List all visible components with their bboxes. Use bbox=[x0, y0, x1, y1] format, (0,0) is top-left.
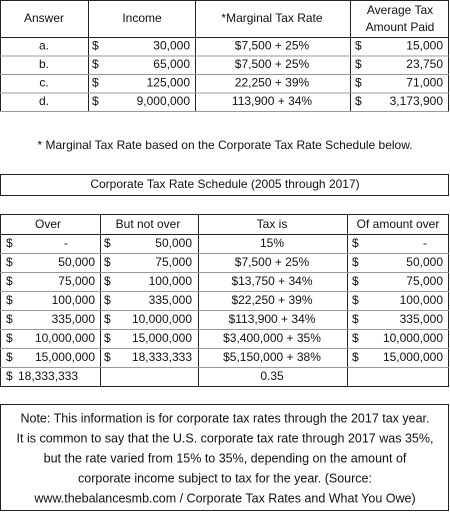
rate-cell: 113,900 + 34% bbox=[232, 94, 313, 108]
header-cell: Answer bbox=[24, 11, 64, 25]
over-cell: 15,000,000 bbox=[35, 350, 95, 364]
currency-sign: $ bbox=[355, 76, 362, 90]
rate-cell: 22,250 + 39% bbox=[235, 76, 310, 90]
currency-sign: $ bbox=[6, 236, 13, 250]
currency-sign: $ bbox=[6, 255, 13, 269]
currency-sign: $ bbox=[104, 331, 111, 345]
currency-sign: $ bbox=[92, 57, 99, 71]
but-not-over-cell: 335,000 bbox=[149, 293, 193, 307]
of-amount-over-cell: 75,000 bbox=[406, 274, 443, 288]
header-cell: Over bbox=[35, 217, 61, 231]
over-cell: 10,000,000 bbox=[35, 331, 95, 345]
note-line: It is common to say that the U.S. corpor… bbox=[17, 431, 434, 445]
currency-sign: $ bbox=[6, 350, 13, 364]
tax-is-cell: $113,900 + 34% bbox=[229, 312, 316, 326]
income-cell: 65,000 bbox=[153, 57, 190, 71]
tax-is-cell: $5,150,000 + 38% bbox=[223, 350, 321, 364]
average-cell: 71,000 bbox=[406, 76, 443, 90]
over-cell: 75,000 bbox=[58, 274, 95, 288]
table2-frame bbox=[0, 214, 449, 387]
answer-cell: b. bbox=[39, 57, 49, 71]
currency-sign: $ bbox=[355, 94, 362, 108]
rate-cell: $7,500 + 25% bbox=[235, 57, 310, 71]
note-frame bbox=[0, 404, 449, 511]
answer-cell: d. bbox=[39, 94, 49, 108]
tax-is-cell: $22,250 + 39% bbox=[231, 293, 312, 307]
header-cell: Tax is bbox=[257, 217, 288, 231]
currency-sign: $ bbox=[352, 312, 359, 326]
currency-sign: $ bbox=[92, 94, 99, 108]
currency-sign: $ bbox=[352, 236, 359, 250]
schedule-title-frame bbox=[0, 174, 449, 196]
currency-sign: $ bbox=[104, 350, 111, 364]
over-cell: 335,000 bbox=[52, 312, 96, 326]
over-cell: 18,333,333 bbox=[18, 369, 78, 383]
tax-is-cell: $7,500 + 25% bbox=[235, 255, 310, 269]
footnote: * Marginal Tax Rate based on the Corpora… bbox=[37, 138, 412, 152]
note-line: Note: This information is for corporate … bbox=[20, 411, 429, 425]
but-not-over-cell: 100,000 bbox=[149, 274, 193, 288]
answer-cell: a. bbox=[39, 39, 49, 53]
of-amount-over-cell: - bbox=[423, 236, 427, 250]
of-amount-over-cell: 50,000 bbox=[406, 255, 443, 269]
currency-sign: $ bbox=[352, 293, 359, 307]
currency-sign: $ bbox=[352, 350, 359, 364]
currency-sign: $ bbox=[104, 274, 111, 288]
over-cell: 100,000 bbox=[52, 293, 96, 307]
but-not-over-cell: 10,000,000 bbox=[132, 312, 192, 326]
currency-sign: $ bbox=[92, 39, 99, 53]
currency-sign: $ bbox=[352, 255, 359, 269]
currency-sign: $ bbox=[104, 255, 111, 269]
header-cell: But not over bbox=[116, 217, 181, 231]
average-cell: 3,173,900 bbox=[390, 94, 444, 108]
currency-sign: $ bbox=[104, 236, 111, 250]
currency-sign: $ bbox=[6, 293, 13, 307]
answer-cell: c. bbox=[39, 76, 48, 90]
currency-sign: $ bbox=[6, 369, 13, 383]
rate-cell: $7,500 + 25% bbox=[235, 39, 310, 53]
tax-is-cell: $3,400,000 + 35% bbox=[223, 331, 321, 345]
currency-sign: $ bbox=[104, 312, 111, 326]
currency-sign: $ bbox=[6, 331, 13, 345]
of-amount-over-cell: 100,000 bbox=[400, 293, 444, 307]
but-not-over-cell: 50,000 bbox=[155, 236, 192, 250]
header-cell: Income bbox=[122, 11, 162, 25]
header-cell: Average Tax bbox=[367, 3, 433, 17]
header-cell: *Marginal Tax Rate bbox=[221, 11, 322, 25]
income-cell: 30,000 bbox=[153, 39, 190, 53]
but-not-over-cell: 15,000,000 bbox=[132, 331, 192, 345]
average-cell: 15,000 bbox=[406, 39, 443, 53]
currency-sign: $ bbox=[352, 274, 359, 288]
but-not-over-cell: 18,333,333 bbox=[132, 350, 192, 364]
currency-sign: $ bbox=[6, 274, 13, 288]
over-cell: - bbox=[64, 236, 68, 250]
note-line: www.thebalancesmb.com / Corporate Tax Ra… bbox=[33, 491, 415, 505]
income-cell: 125,000 bbox=[147, 76, 191, 90]
tax-is-cell: 0.35 bbox=[260, 369, 284, 383]
currency-sign: $ bbox=[104, 293, 111, 307]
schedule-title: Corporate Tax Rate Schedule (2005 throug… bbox=[90, 177, 359, 191]
average-cell: 23,750 bbox=[406, 57, 443, 71]
header-cell: Of amount over bbox=[357, 217, 440, 231]
of-amount-over-cell: 15,000,000 bbox=[383, 350, 443, 364]
tax-is-cell: 15% bbox=[260, 236, 284, 250]
of-amount-over-cell: 10,000,000 bbox=[383, 331, 443, 345]
currency-sign: $ bbox=[352, 331, 359, 345]
currency-sign: $ bbox=[6, 312, 13, 326]
header-cell: Amount Paid bbox=[366, 20, 435, 34]
tax-is-cell: $13,750 + 34% bbox=[231, 274, 312, 288]
currency-sign: $ bbox=[355, 39, 362, 53]
income-cell: 9,000,000 bbox=[137, 94, 191, 108]
currency-sign: $ bbox=[355, 57, 362, 71]
note-line: corporate income subject to tax for the … bbox=[78, 471, 372, 485]
of-amount-over-cell: 335,000 bbox=[400, 312, 444, 326]
over-cell: 50,000 bbox=[58, 255, 95, 269]
but-not-over-cell: 75,000 bbox=[155, 255, 192, 269]
note-line: but the rate varied from 15% to 35%, dep… bbox=[44, 451, 407, 465]
currency-sign: $ bbox=[92, 76, 99, 90]
